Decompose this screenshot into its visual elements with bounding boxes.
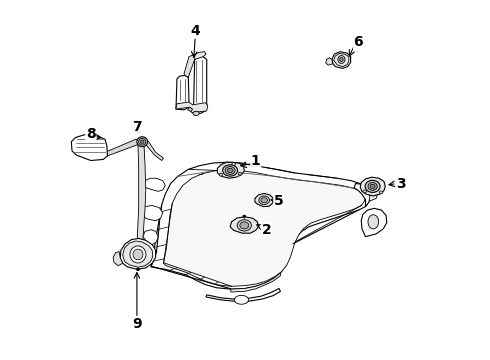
Polygon shape (120, 238, 156, 269)
Ellipse shape (368, 183, 377, 190)
Polygon shape (103, 139, 139, 156)
Polygon shape (255, 193, 273, 207)
Polygon shape (326, 58, 333, 65)
Ellipse shape (137, 137, 147, 147)
Ellipse shape (340, 58, 343, 62)
Ellipse shape (338, 55, 345, 63)
Ellipse shape (368, 215, 379, 229)
Polygon shape (164, 170, 366, 286)
Ellipse shape (261, 198, 268, 203)
Ellipse shape (365, 180, 380, 192)
Text: 6: 6 (354, 35, 363, 49)
Polygon shape (361, 208, 387, 237)
Text: 4: 4 (191, 24, 200, 38)
Polygon shape (151, 162, 371, 289)
Ellipse shape (238, 172, 242, 175)
Polygon shape (206, 288, 280, 301)
Ellipse shape (141, 140, 144, 144)
Ellipse shape (225, 167, 235, 174)
Ellipse shape (219, 173, 222, 176)
Polygon shape (194, 52, 206, 59)
Text: 3: 3 (396, 176, 406, 190)
Text: 5: 5 (274, 194, 284, 208)
Ellipse shape (234, 295, 248, 304)
Ellipse shape (379, 191, 383, 194)
Ellipse shape (193, 111, 199, 116)
Polygon shape (368, 185, 378, 201)
Ellipse shape (243, 215, 245, 217)
Ellipse shape (370, 184, 375, 189)
Ellipse shape (232, 163, 235, 166)
Polygon shape (72, 135, 107, 161)
Text: 2: 2 (261, 222, 271, 237)
Polygon shape (184, 54, 198, 77)
Polygon shape (139, 138, 164, 161)
Polygon shape (231, 273, 280, 292)
Polygon shape (332, 52, 351, 68)
Polygon shape (113, 252, 122, 266)
Ellipse shape (133, 249, 143, 260)
Polygon shape (188, 107, 193, 112)
Ellipse shape (130, 246, 146, 263)
Text: 8: 8 (86, 127, 96, 141)
Ellipse shape (240, 222, 249, 229)
Ellipse shape (227, 168, 233, 172)
Polygon shape (142, 206, 163, 221)
Polygon shape (122, 241, 153, 267)
Polygon shape (193, 57, 207, 113)
Text: 1: 1 (251, 153, 261, 167)
Ellipse shape (137, 268, 139, 271)
Polygon shape (360, 177, 385, 196)
Polygon shape (230, 217, 258, 233)
Ellipse shape (139, 138, 146, 145)
Polygon shape (144, 178, 165, 192)
Text: 7: 7 (132, 120, 142, 134)
Ellipse shape (259, 196, 270, 204)
Polygon shape (176, 76, 189, 110)
Polygon shape (354, 184, 371, 207)
Polygon shape (334, 54, 349, 67)
Text: 9: 9 (132, 316, 142, 330)
Ellipse shape (237, 220, 251, 231)
Polygon shape (137, 145, 146, 254)
Ellipse shape (222, 165, 238, 176)
Polygon shape (176, 102, 208, 113)
Ellipse shape (363, 190, 367, 193)
Polygon shape (218, 162, 245, 178)
Polygon shape (143, 230, 158, 244)
